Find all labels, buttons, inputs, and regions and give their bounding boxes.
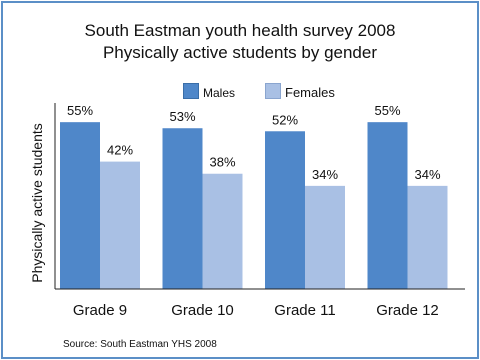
source-note: Source: South Eastman YHS 2008 xyxy=(63,339,217,350)
bar-females-grade-11 xyxy=(305,185,345,289)
bar-males-grade-9 xyxy=(60,122,100,290)
legend-swatch-females xyxy=(265,83,281,99)
chart-subtitle: Physically active students by gender xyxy=(102,43,378,62)
data-label-females-grade-12: 34% xyxy=(414,167,440,182)
bar-females-grade-10 xyxy=(202,173,243,289)
data-label-males-grade-10: 53% xyxy=(169,109,195,124)
legend-label-females: Females xyxy=(285,85,335,100)
data-label-females-grade-9: 42% xyxy=(107,143,133,158)
data-label-males-grade-9: 55% xyxy=(67,103,93,118)
x-tick-label-grade-10: Grade 10 xyxy=(171,302,234,319)
bar-males-grade-12 xyxy=(367,122,408,290)
legend-swatch-males xyxy=(183,83,199,99)
data-label-males-grade-11: 52% xyxy=(272,112,298,127)
x-tick-label-grade-12: Grade 12 xyxy=(376,302,439,319)
bar-females-grade-9 xyxy=(100,161,140,289)
x-tick-label-grade-9: Grade 9 xyxy=(73,302,127,319)
chart-title: South Eastman youth health survey 2008 xyxy=(84,21,396,40)
data-label-males-grade-12: 55% xyxy=(374,103,400,118)
data-label-females-grade-10: 38% xyxy=(209,155,235,170)
x-tick-label-grade-11: Grade 11 xyxy=(274,302,335,319)
bar-males-grade-11 xyxy=(265,131,305,289)
bar-males-grade-10 xyxy=(162,128,203,289)
data-label-females-grade-11: 34% xyxy=(312,167,338,182)
bar-females-grade-12 xyxy=(407,185,448,289)
legend-label-males: Males xyxy=(203,86,236,100)
chart-plot-area: 55% 42% Grade 9 53% 38% Grade 10 52% 34% Grade 1… xyxy=(54,103,465,319)
